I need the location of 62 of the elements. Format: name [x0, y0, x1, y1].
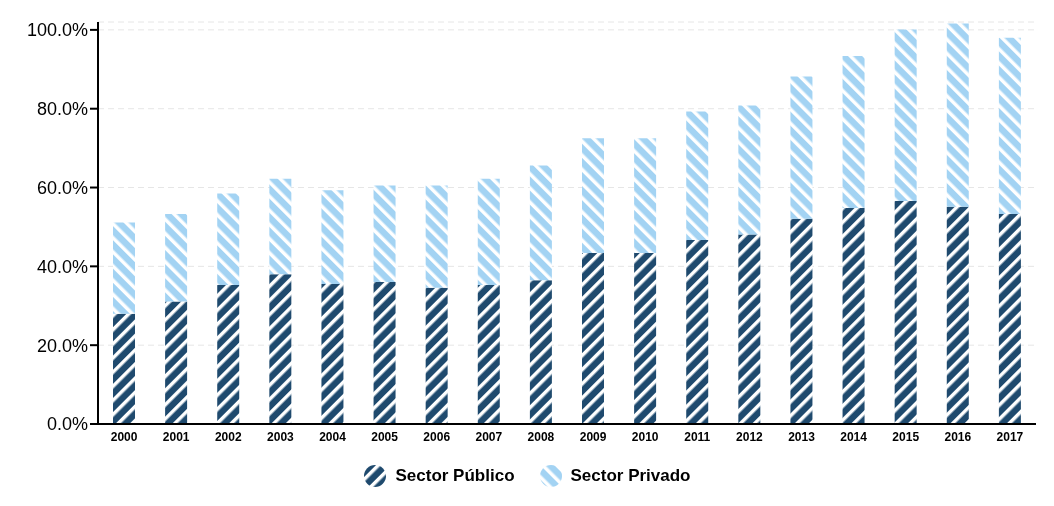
x-tick-label: 2005	[371, 429, 399, 444]
y-tick-label: 60.0%	[36, 177, 88, 198]
bar	[165, 213, 188, 302]
y-tick-label: 40.0%	[36, 256, 88, 277]
legend-label: Sector Público	[395, 466, 515, 486]
bar	[373, 282, 396, 424]
x-tick-label: 2003	[267, 429, 295, 444]
x-tick-label: 2000	[110, 429, 138, 444]
bar	[998, 213, 1021, 424]
y-tick-label: 20.0%	[36, 335, 88, 356]
x-tick-label: 2008	[527, 429, 555, 444]
bar	[321, 190, 344, 285]
y-tick-label: 100.0%	[26, 20, 88, 41]
bar	[321, 284, 344, 424]
legend-label: Sector Privado	[570, 466, 691, 486]
bar	[738, 105, 761, 235]
bar	[529, 165, 552, 281]
x-tick-label: 2009	[579, 429, 607, 444]
x-tick-label: 2001	[162, 429, 190, 444]
bar	[529, 280, 552, 424]
bar	[738, 234, 761, 424]
bar	[894, 200, 917, 424]
x-tick-label: 2014	[840, 429, 868, 444]
x-tick-label: 2011	[684, 429, 711, 444]
x-tick-label: 2017	[996, 429, 1024, 444]
bar	[634, 252, 657, 424]
x-tick-label: 2013	[788, 429, 816, 444]
bar	[269, 178, 292, 275]
bar	[582, 138, 604, 253]
bar	[477, 284, 500, 424]
x-tick-label: 2015	[892, 429, 920, 444]
bar	[790, 76, 813, 219]
bar	[373, 185, 396, 283]
bar	[269, 274, 292, 424]
bar	[165, 301, 188, 424]
bar	[842, 55, 865, 209]
y-tick-label: 0.0%	[46, 414, 88, 435]
bar	[686, 239, 709, 424]
x-tick-label: 2006	[423, 429, 451, 444]
y-tick-label: 80.0%	[36, 99, 88, 120]
bar	[113, 222, 135, 314]
bar	[217, 284, 240, 424]
bar	[686, 111, 709, 240]
bar	[842, 208, 865, 424]
bar	[634, 138, 657, 253]
x-tick-label: 2010	[631, 429, 659, 444]
bar	[477, 178, 500, 285]
x-tick-label: 2004	[319, 429, 347, 444]
x-tick-label: 2016	[944, 429, 972, 444]
bar	[894, 29, 917, 201]
x-tick-label: 2012	[736, 429, 764, 444]
bar	[217, 193, 240, 285]
bar	[998, 37, 1021, 214]
bar	[425, 185, 448, 288]
bar	[582, 252, 604, 424]
bar	[946, 206, 969, 424]
bar	[425, 287, 448, 424]
bar	[790, 218, 813, 424]
x-tick-label: 2002	[214, 429, 242, 444]
x-tick-label: 2007	[475, 429, 503, 444]
bar	[946, 23, 969, 207]
bar	[113, 313, 135, 424]
